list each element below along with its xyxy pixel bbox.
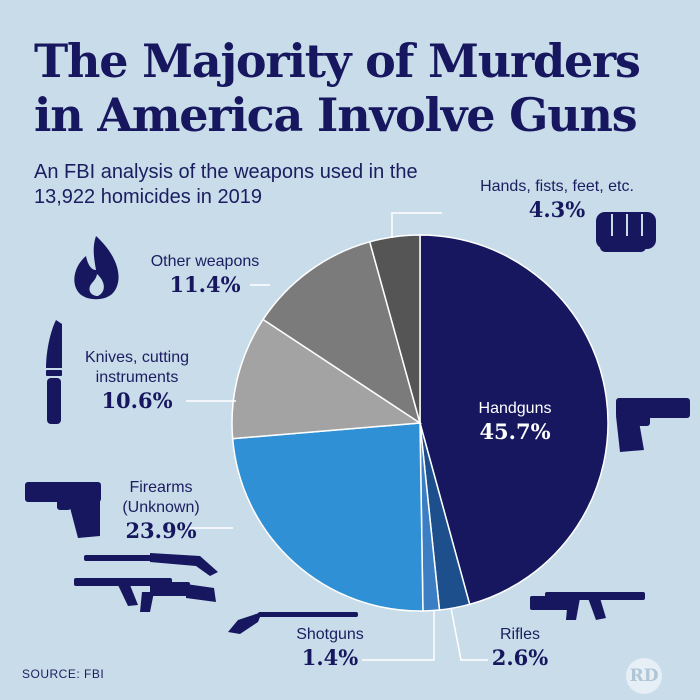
pie-slice-hands (368, 234, 421, 424)
leader-line-hands (391, 212, 442, 238)
knife-icon (46, 320, 62, 424)
pistol-icon (25, 482, 101, 538)
label-rifles-name: Rifles (499, 626, 540, 643)
label-shotguns-value: 1.4% (301, 645, 359, 670)
pistol-icon (616, 398, 690, 452)
label-other-name: Other weapons (150, 253, 260, 270)
label-firearms-value: 23.9% (125, 518, 197, 543)
label-firearms: Firearms (Unknown) 23.9% (112, 478, 210, 544)
label-knives-name: Knives, cutting instruments (84, 349, 190, 386)
pie-slice-other (262, 240, 422, 425)
chart-title: The Majority of Murders in America Invol… (34, 34, 641, 142)
shotgun-icon (228, 612, 358, 634)
label-knives-value: 10.6% (101, 388, 173, 413)
assault-rifle-icon (74, 578, 216, 612)
pie-slice-firearms_unknown (231, 422, 424, 612)
label-knives: Knives, cutting instruments 10.6% (72, 348, 202, 414)
source-note: SOURCE: FBI (22, 667, 105, 681)
pie-slice-knives (231, 318, 423, 440)
label-other-value: 11.4% (169, 272, 241, 297)
leader-line-rifles (450, 607, 488, 661)
label-firearms-name: Firearms (Unknown) (122, 479, 200, 516)
label-other: Other weapons 11.4% (115, 252, 295, 298)
label-handguns-value: 45.7% (479, 419, 551, 444)
leader-line-shotguns (362, 610, 435, 661)
label-hands: Hands, fists, feet, etc. 4.3% (432, 177, 682, 223)
label-handguns-name: Handguns (478, 400, 552, 417)
pie-slice-handguns (419, 234, 609, 606)
fire-icon (74, 236, 119, 300)
chart-subtitle: An FBI analysis of the weapons used in t… (34, 161, 418, 208)
rd-logo: RD (626, 658, 662, 694)
shotgun-icon (84, 553, 218, 576)
label-handguns: Handguns 45.7% (455, 399, 575, 445)
label-rifles: Rifles 2.6% (480, 625, 560, 671)
assault-rifle-icon (530, 592, 645, 620)
label-hands-name: Hands, fists, feet, etc. (480, 178, 634, 195)
label-rifles-value: 2.6% (491, 645, 549, 670)
label-hands-value: 4.3% (528, 197, 586, 222)
label-shotguns: Shotguns 1.4% (280, 625, 380, 671)
label-shotguns-name: Shotguns (296, 626, 364, 643)
